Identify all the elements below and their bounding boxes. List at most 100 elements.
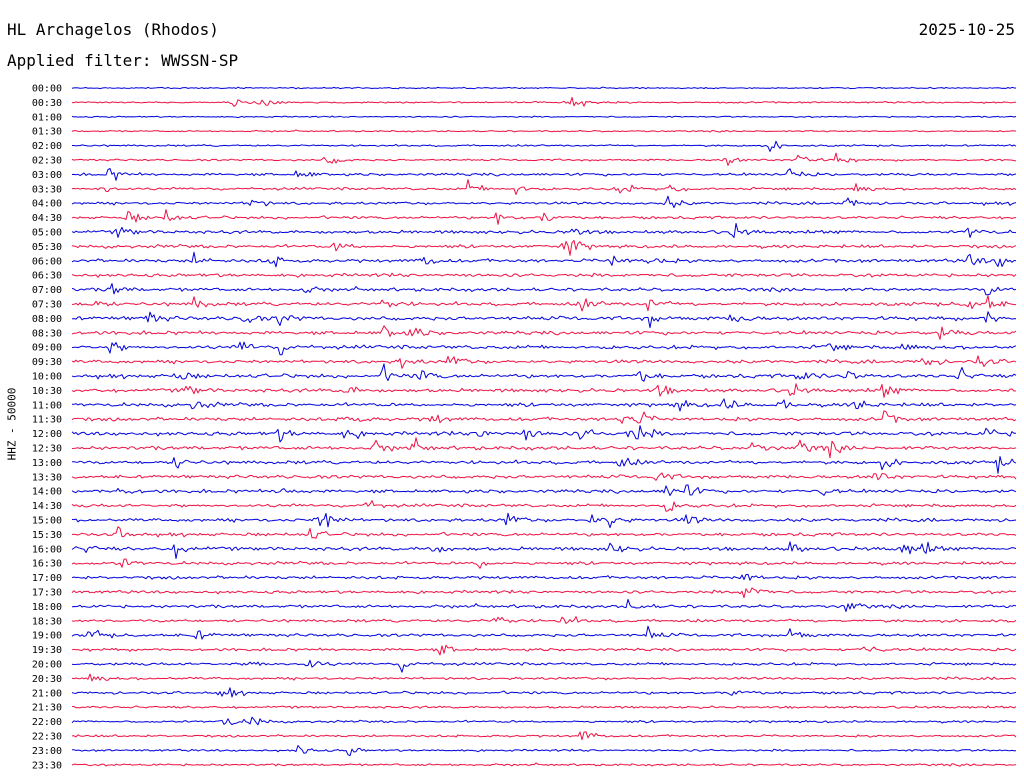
time-label: 01:30 — [32, 127, 62, 138]
trace-1800 — [71, 598, 1017, 612]
time-label: 22:00 — [32, 717, 62, 728]
time-label: 02:30 — [32, 156, 62, 167]
trace-1130 — [71, 410, 1017, 424]
time-label: 06:00 — [32, 256, 62, 267]
trace-2030 — [71, 673, 1017, 682]
trace-0130 — [71, 129, 1017, 133]
time-label: 20:30 — [32, 674, 62, 685]
trace-0630 — [71, 272, 1017, 278]
trace-0730 — [71, 295, 1017, 312]
trace-2200 — [71, 716, 1017, 726]
trace-1930 — [71, 644, 1017, 656]
trace-1200 — [71, 425, 1017, 443]
trace-0500 — [71, 222, 1017, 238]
time-label: 04:00 — [32, 199, 62, 210]
trace-1030 — [71, 383, 1017, 398]
time-label: 13:30 — [32, 472, 62, 483]
time-label: 11:30 — [32, 415, 62, 426]
time-label: 03:30 — [32, 184, 62, 195]
time-label: 21:00 — [32, 688, 62, 699]
trace-1600 — [71, 541, 1017, 559]
trace-2000 — [71, 659, 1017, 673]
trace-1830 — [71, 616, 1017, 624]
trace-1230 — [71, 437, 1017, 459]
time-label: 20:00 — [32, 660, 62, 671]
time-label: 14:30 — [32, 501, 62, 512]
time-label: 17:00 — [32, 573, 62, 584]
time-label: 08:00 — [32, 314, 62, 325]
time-label: 19:00 — [32, 631, 62, 642]
trace-0200 — [72, 140, 1017, 152]
time-label: 23:30 — [32, 760, 62, 771]
time-label: 18:30 — [32, 616, 62, 627]
time-label: 10:00 — [32, 372, 62, 383]
trace-1400 — [71, 484, 1017, 496]
trace-0430 — [71, 209, 1017, 225]
time-label: 07:00 — [32, 285, 62, 296]
time-label: 14:00 — [32, 487, 62, 498]
time-label: 09:30 — [32, 357, 62, 368]
trace-0330 — [71, 179, 1017, 195]
time-labels: 00:00 00:30 01:00 01:30 02:00 02:30 03:00 03:30… — [32, 84, 62, 772]
time-label: 08:30 — [32, 328, 62, 339]
time-label: 00:30 — [32, 98, 62, 109]
date-label: 2025-10-25 — [918, 20, 1015, 39]
time-label: 17:30 — [32, 588, 62, 599]
trace-1700 — [71, 573, 1016, 581]
time-label: 13:00 — [32, 458, 62, 469]
time-label: 15:00 — [32, 516, 62, 527]
trace-1300 — [72, 456, 1017, 474]
time-label: 03:00 — [32, 170, 62, 181]
time-label: 05:00 — [32, 228, 62, 239]
trace-1100 — [71, 398, 1017, 412]
trace-0700 — [71, 283, 1017, 296]
trace-1430 — [71, 500, 1017, 512]
time-label: 19:30 — [32, 645, 62, 656]
trace-0830 — [71, 325, 1017, 340]
trace-0000 — [71, 86, 1017, 90]
seismic-traces — [71, 86, 1017, 767]
filter-label: Applied filter: WWSSN-SP — [7, 51, 239, 70]
trace-1500 — [71, 512, 1017, 529]
trace-0030 — [71, 96, 1017, 107]
trace-1530 — [71, 526, 1017, 539]
trace-1330 — [71, 472, 1017, 481]
trace-0400 — [71, 195, 1017, 209]
trace-1000 — [71, 363, 1017, 382]
trace-1900 — [71, 625, 1017, 640]
trace-0100 — [71, 115, 1017, 119]
time-label: 23:00 — [32, 746, 62, 757]
time-label: 12:00 — [32, 429, 62, 440]
time-label: 15:30 — [32, 530, 62, 541]
trace-0300 — [71, 168, 1017, 181]
time-label: 04:30 — [32, 213, 62, 224]
time-label: 11:00 — [32, 400, 62, 411]
time-label: 18:00 — [32, 602, 62, 613]
trace-0800 — [71, 311, 1017, 329]
time-label: 07:30 — [32, 300, 62, 311]
time-label: 16:30 — [32, 559, 62, 570]
time-label: 02:00 — [32, 141, 62, 152]
time-label: 12:30 — [32, 444, 62, 455]
trace-1730 — [71, 587, 1017, 599]
time-label: 01:00 — [32, 112, 62, 123]
station-title: HL Archagelos (Rhodos) — [7, 20, 219, 39]
time-label: 16:00 — [32, 544, 62, 555]
trace-0530 — [71, 239, 1017, 256]
time-label: 06:30 — [32, 271, 62, 282]
time-label: 22:30 — [32, 732, 62, 743]
time-label: 09:00 — [32, 343, 62, 354]
trace-1630 — [71, 558, 1017, 569]
trace-2100 — [71, 687, 1017, 698]
trace-2300 — [71, 745, 1016, 757]
trace-0900 — [71, 341, 1017, 356]
time-label: 21:30 — [32, 703, 62, 714]
trace-2130 — [71, 705, 1017, 709]
trace-0930 — [71, 355, 1017, 369]
time-label: 05:30 — [32, 242, 62, 253]
trace-2330 — [71, 762, 1017, 767]
time-label: 10:30 — [32, 386, 62, 397]
trace-0230 — [71, 152, 1017, 166]
trace-2230 — [71, 731, 1017, 741]
